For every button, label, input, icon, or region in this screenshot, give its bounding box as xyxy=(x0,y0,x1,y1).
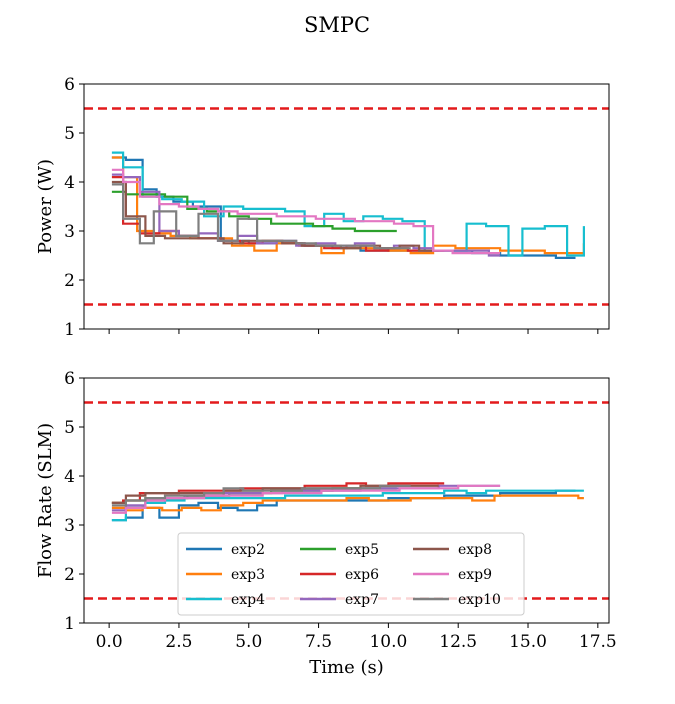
legend-item-exp6: exp6 xyxy=(300,567,379,583)
x-tick-label: 17.5 xyxy=(579,632,617,652)
x-axis-label: Time (s) xyxy=(309,657,384,678)
series-line-exp6 xyxy=(111,176,445,252)
y-axis-label: Flow Rate (SLM) xyxy=(35,423,56,578)
legend-frame xyxy=(177,532,525,616)
y-tick-label: 3 xyxy=(64,516,75,536)
series-line-exp5 xyxy=(111,190,397,233)
plot-area xyxy=(84,401,609,600)
x-tick-label: 0.0 xyxy=(96,632,123,652)
panel-2: 1 2 3 4 5 6 0.0 2.5 5.0 7.5 10.0 12.5 15.0 17.5 Flow R… xyxy=(35,369,617,678)
legend-item-exp10: exp10 xyxy=(413,592,501,608)
y-tick-label: 5 xyxy=(64,418,75,438)
legend-item-exp3: exp3 xyxy=(186,567,265,583)
series-line-exp3 xyxy=(111,156,585,255)
legend-label: exp8 xyxy=(458,542,492,558)
series-line-exp10 xyxy=(111,183,411,250)
legend-label: exp5 xyxy=(345,542,379,558)
plot-area xyxy=(84,107,609,306)
series-line-exp4 xyxy=(111,489,584,522)
series-line-exp9 xyxy=(111,168,501,255)
x-tick-label: 5.0 xyxy=(235,632,262,652)
panel-1: 1 2 3 4 5 6 Power (W) xyxy=(35,75,610,340)
x-tick-label: 7.5 xyxy=(305,632,332,652)
y-tick-label: 1 xyxy=(64,614,75,634)
y-tick-label: 4 xyxy=(64,467,75,487)
legend-label: exp3 xyxy=(231,567,265,583)
y-tick-label: 1 xyxy=(64,320,75,340)
y-tick-label: 6 xyxy=(64,369,75,389)
legend-label: exp2 xyxy=(231,542,265,558)
y-tick-label: 2 xyxy=(64,565,75,585)
legend-item-exp8: exp8 xyxy=(413,542,492,558)
legend-label: exp10 xyxy=(458,592,501,608)
legend: exp2 exp3 exp4 exp5 exp6 exp7 exp8 exp9 exp10 xyxy=(177,532,525,616)
y-tick-label: 6 xyxy=(64,75,75,95)
series-line-exp4 xyxy=(111,151,585,257)
y-tick-label: 3 xyxy=(64,222,75,242)
x-tick-label: 10.0 xyxy=(369,632,407,652)
y-tick-label: 4 xyxy=(64,173,75,193)
y-tick-label: 2 xyxy=(64,271,75,291)
legend-item-exp9: exp9 xyxy=(413,567,492,583)
y-tick-label: 5 xyxy=(64,124,75,144)
legend-label: exp6 xyxy=(345,567,379,583)
x-tick-label: 15.0 xyxy=(509,632,547,652)
axes-frame xyxy=(83,83,610,330)
legend-label: exp7 xyxy=(345,592,379,608)
figure-title: SMPC xyxy=(304,13,370,37)
x-tick-label: 2.5 xyxy=(165,632,192,652)
y-axis-label: Power (W) xyxy=(35,159,56,254)
series-line-exp2 xyxy=(111,489,576,522)
legend-label: exp9 xyxy=(458,567,492,583)
legend-label: exp4 xyxy=(231,592,265,608)
legend-item-exp5: exp5 xyxy=(300,542,379,558)
series-line-exp10 xyxy=(111,484,411,507)
axes-frame xyxy=(83,377,610,624)
series-line-exp9 xyxy=(111,484,501,514)
legend-item-exp7: exp7 xyxy=(300,592,379,608)
series-line-exp3 xyxy=(111,494,584,512)
x-tick-label: 12.5 xyxy=(439,632,477,652)
legend-item-exp2: exp2 xyxy=(186,542,265,558)
series-line-exp2 xyxy=(111,156,576,259)
legend-item-exp4: exp4 xyxy=(186,592,265,608)
